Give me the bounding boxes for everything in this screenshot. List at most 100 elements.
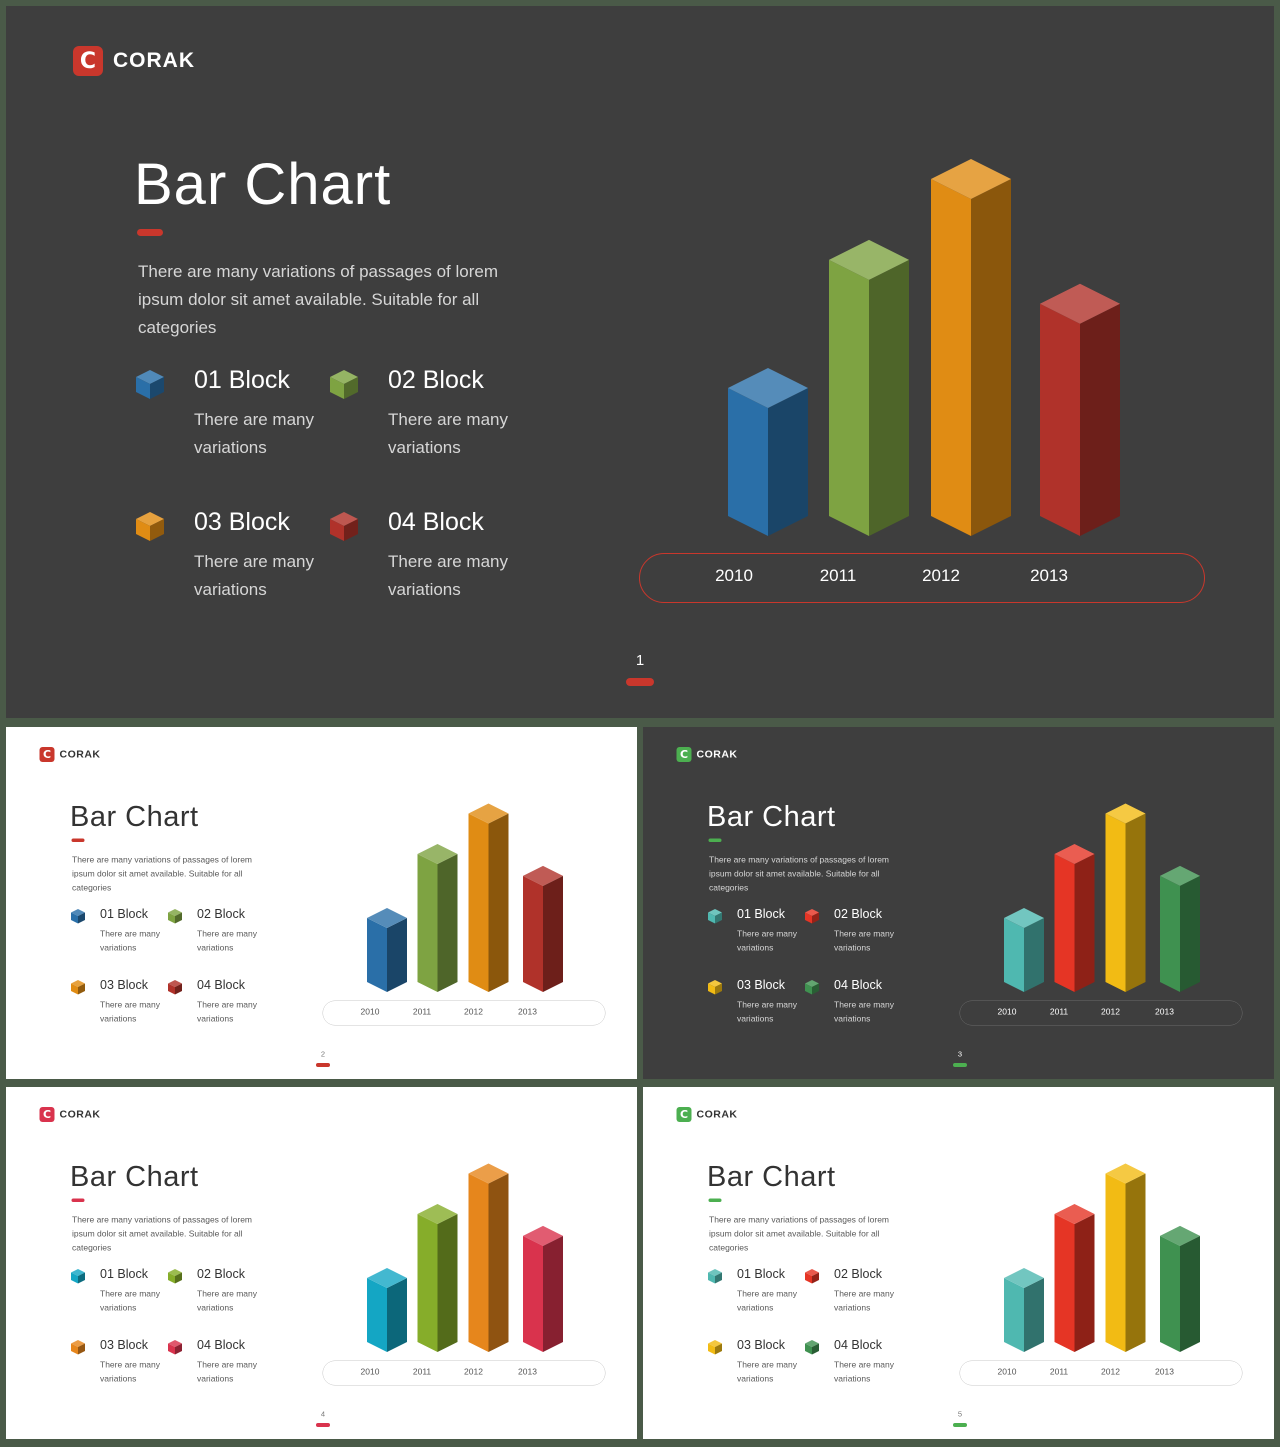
x-tick-label: 2011 [1049, 1367, 1069, 1377]
block-desc: There are many variations [197, 1360, 257, 1384]
logo-mark-icon: C [39, 747, 55, 762]
logo: C CORAK [39, 1107, 101, 1122]
legend-block-3: 03 Block There are many variations [70, 1338, 165, 1388]
year-axis-pill [322, 1360, 606, 1386]
legend-block-1: 01 Block There are many variations [70, 1267, 165, 1317]
block-title: 02 Block [197, 1267, 245, 1281]
bar-2011 [1054, 843, 1095, 992]
slide-2[interactable]: C CORAK Bar Chart There are many variations… [6, 727, 637, 1079]
legend-block-3: 03 Block There are many variations [134, 508, 324, 608]
x-tick-label: 2012 [464, 1007, 483, 1017]
logo-text: CORAK [696, 1108, 738, 1121]
page-indicator [953, 1423, 967, 1427]
block-title: 02 Block [834, 907, 882, 921]
description: There are many variations of passages of… [709, 1215, 890, 1253]
legend-block-2: 02 Block There are many variations [167, 1267, 262, 1317]
x-tick-label: 2011 [1049, 1007, 1069, 1017]
block-desc: There are many variations [834, 1000, 894, 1024]
logo-mark-icon: C [676, 747, 692, 762]
legend-block-4: 04 Block There are many variations [167, 1338, 262, 1388]
logo: C CORAK [676, 747, 738, 762]
x-tick-label: 2010 [360, 1007, 380, 1017]
block-desc: There are many variations [737, 1289, 797, 1313]
page-number: 2 [320, 1050, 326, 1059]
logo: C CORAK [73, 46, 195, 76]
cube-icon [71, 909, 85, 924]
slide-4[interactable]: C CORAK Bar Chart There are many variations… [6, 1087, 637, 1439]
block-title: 03 Block [100, 1338, 148, 1352]
x-tick-label: 2011 [819, 566, 857, 585]
legend-block-1: 01 Block There are many variations [707, 907, 802, 957]
page-number: 3 [957, 1050, 963, 1059]
block-title: 04 Block [834, 978, 882, 992]
slide-3[interactable]: C CORAK Bar Chart There are many variations… [643, 727, 1274, 1079]
block-title: 01 Block [194, 366, 290, 394]
bar-2010 [1004, 907, 1044, 992]
block-desc: There are many variations [197, 929, 257, 953]
bar-2010 [367, 1267, 407, 1352]
legend-block-4: 04 Block There are many variations [328, 508, 518, 608]
bar-2012 [1105, 803, 1146, 992]
block-desc: There are many variations [737, 929, 797, 953]
x-tick-label: 2013 [1155, 1367, 1174, 1377]
bar-chart [1004, 803, 1200, 992]
bar-2011 [1054, 1203, 1095, 1352]
bar-chart [367, 1163, 563, 1352]
block-desc: There are many variations [737, 1360, 797, 1384]
title-underline [137, 229, 163, 236]
legend-block-4: 04 Block There are many variations [167, 978, 262, 1028]
year-axis-pill [639, 553, 1205, 603]
cube-icon [168, 1340, 182, 1355]
x-tick-label: 2010 [997, 1007, 1017, 1017]
cube-icon [330, 370, 358, 399]
cube-icon [136, 370, 164, 399]
block-desc: There are many variations [737, 1000, 797, 1024]
cube-icon [136, 512, 164, 541]
bar-2012 [468, 803, 509, 992]
bar-2013 [1160, 865, 1200, 992]
cube-icon [805, 1340, 819, 1355]
block-desc: There are many variations [100, 1289, 160, 1313]
logo-mark-icon: C [676, 1107, 692, 1122]
page-title: Bar Chart [70, 1160, 199, 1193]
block-desc: There are many variations [100, 1000, 160, 1024]
block-desc: There are many variations [834, 929, 894, 953]
bar-chart [367, 803, 563, 992]
slide-5[interactable]: C CORAK Bar Chart There are many variations… [643, 1087, 1274, 1439]
page-indicator [626, 678, 654, 686]
cube-icon [708, 1269, 722, 1284]
logo: C CORAK [39, 747, 101, 762]
legend-block-1: 01 Block There are many variations [70, 907, 165, 957]
slide-1[interactable]: C CORAK Bar Chart There are many variations… [6, 6, 1274, 718]
x-tick-label: 2011 [412, 1007, 432, 1017]
cube-icon [805, 1269, 819, 1284]
cube-icon [330, 512, 358, 541]
bar-chart [1004, 1163, 1200, 1352]
cube-icon [168, 980, 182, 995]
logo-text: CORAK [59, 748, 101, 761]
description: There are many variations of passages of… [138, 262, 499, 337]
year-axis-pill [959, 1000, 1243, 1026]
x-tick-label: 2012 [922, 566, 960, 585]
title-underline [71, 1198, 85, 1202]
description: There are many variations of passages of… [72, 1215, 253, 1253]
logo-text: CORAK [59, 1108, 101, 1121]
page-indicator [953, 1063, 967, 1067]
page-number: 5 [957, 1410, 963, 1419]
x-tick-label: 2012 [1101, 1367, 1120, 1377]
block-desc: There are many variations [834, 1360, 894, 1384]
block-title: 01 Block [737, 1267, 785, 1281]
block-title: 01 Block [100, 1267, 148, 1281]
bar-2011 [417, 1203, 458, 1352]
block-desc: There are many variations [100, 1360, 160, 1384]
page-number: 1 [635, 652, 645, 669]
year-axis-pill [959, 1360, 1243, 1386]
bar-2012 [468, 1163, 509, 1352]
cube-icon [805, 980, 819, 995]
x-tick-label: 2010 [360, 1367, 380, 1377]
legend-block-4: 04 Block There are many variations [804, 978, 899, 1028]
bar-2010 [728, 367, 808, 536]
x-tick-label: 2012 [464, 1367, 483, 1377]
x-tick-label: 2010 [997, 1367, 1017, 1377]
description: There are many variations of passages of… [709, 855, 890, 893]
